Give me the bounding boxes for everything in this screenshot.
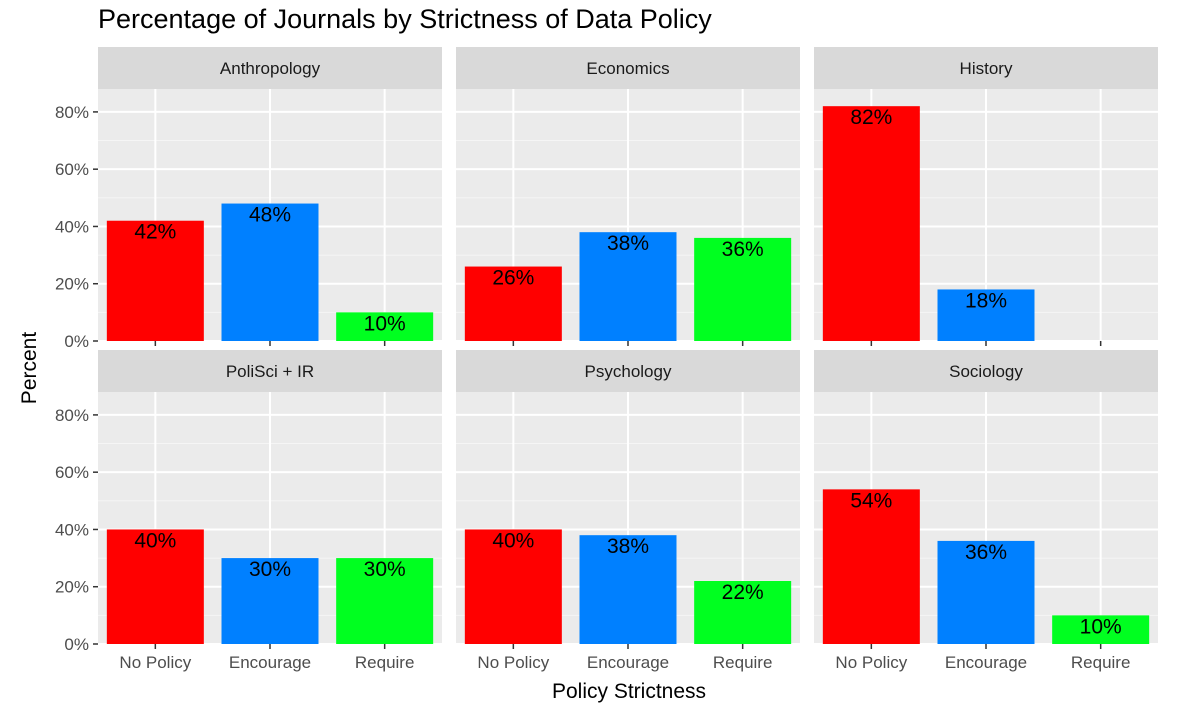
facet-strip bbox=[456, 47, 800, 89]
facet-strip-label: Anthropology bbox=[220, 59, 321, 78]
bar-anthropology-require bbox=[336, 312, 434, 341]
data-label-polisci-ir-require: 30% bbox=[364, 558, 406, 581]
data-label-history-encourage: 18% bbox=[965, 289, 1007, 312]
data-label-anthropology-no-policy: 42% bbox=[134, 221, 176, 244]
facet-anthropology: Anthropology 42% 48% 10% bbox=[98, 47, 442, 342]
y-tick-label: 60% bbox=[55, 160, 89, 179]
x-tick-label-no-policy: No Policy bbox=[119, 653, 191, 672]
bar-psychology-require bbox=[694, 581, 792, 644]
x-axis-title: Policy Strictness bbox=[552, 680, 706, 703]
y-axis-title: Percent bbox=[18, 332, 41, 405]
facet-strip bbox=[814, 350, 1158, 392]
data-label-anthropology-encourage: 48% bbox=[249, 204, 291, 227]
x-tick-label-encourage: Encourage bbox=[587, 653, 669, 672]
bar-history-encourage bbox=[937, 289, 1035, 341]
data-label-economics-require: 36% bbox=[722, 238, 764, 261]
facet-panels: Anthropology 42% 48% 10% Economics 26% 38% 36% H… bbox=[98, 47, 1158, 645]
y-tick-label: 0% bbox=[64, 635, 89, 654]
bar-sociology-encourage bbox=[937, 540, 1035, 644]
bar-polisci-ir-require bbox=[336, 558, 434, 644]
facet-sociology: Sociology 54% 36% 10% bbox=[814, 350, 1158, 645]
bar-sociology-require bbox=[1052, 615, 1150, 644]
data-label-polisci-ir-encourage: 30% bbox=[249, 558, 291, 581]
data-label-economics-no-policy: 26% bbox=[492, 267, 534, 290]
bar-economics-require bbox=[694, 237, 792, 341]
bar-economics-encourage bbox=[579, 232, 677, 341]
y-axis-ticks: 0% 20% 40% 60% 80% 0% 20% 40% 60% 80% bbox=[55, 103, 98, 654]
bar-history-no-policy bbox=[822, 106, 920, 341]
x-tick-label-no-policy: No Policy bbox=[477, 653, 549, 672]
data-label-sociology-encourage: 36% bbox=[965, 541, 1007, 564]
data-label-anthropology-require: 10% bbox=[364, 312, 406, 335]
bar-psychology-encourage bbox=[579, 535, 677, 644]
facet-polisci-ir: PoliSci + IR 40% 30% 30% bbox=[98, 350, 442, 645]
y-tick-label: 40% bbox=[55, 217, 89, 236]
y-tick-label: 60% bbox=[55, 463, 89, 482]
facet-strip bbox=[456, 350, 800, 392]
bar-anthropology-no-policy bbox=[106, 220, 204, 341]
y-tick-label: 0% bbox=[64, 332, 89, 351]
facet-strip bbox=[814, 47, 1158, 89]
y-tick-label: 80% bbox=[55, 406, 89, 425]
facet-strip bbox=[98, 47, 442, 89]
chart-title: Percentage of Journals by Strictness of … bbox=[98, 4, 712, 34]
data-label-economics-encourage: 38% bbox=[607, 232, 649, 255]
facet-psychology: Psychology 40% 38% 22% bbox=[456, 350, 800, 645]
facet-strip-label: Psychology bbox=[585, 362, 672, 381]
x-tick-label-encourage: Encourage bbox=[229, 653, 311, 672]
bar-anthropology-encourage bbox=[221, 203, 319, 341]
y-tick-label: 20% bbox=[55, 275, 89, 294]
data-label-sociology-no-policy: 54% bbox=[850, 489, 892, 512]
y-tick-label: 20% bbox=[55, 578, 89, 597]
facet-strip bbox=[98, 350, 442, 392]
facet-strip-label: PoliSci + IR bbox=[226, 362, 314, 381]
facet-strip-label: Sociology bbox=[949, 362, 1023, 381]
x-axis-ticks: No Policy Encourage Require No Policy Encour… bbox=[119, 341, 1130, 672]
bar-psychology-no-policy bbox=[464, 529, 562, 644]
facet-strip-label: Economics bbox=[586, 59, 669, 78]
x-tick-label-encourage: Encourage bbox=[945, 653, 1027, 672]
x-tick-label-no-policy: No Policy bbox=[835, 653, 907, 672]
x-tick-label-require: Require bbox=[355, 653, 415, 672]
data-label-psychology-require: 22% bbox=[722, 581, 764, 604]
facet-strip-label: History bbox=[960, 59, 1013, 78]
data-label-history-no-policy: 82% bbox=[850, 106, 892, 129]
facet-economics: Economics 26% 38% 36% bbox=[456, 47, 800, 342]
bar-polisci-ir-no-policy bbox=[106, 529, 204, 644]
data-label-polisci-ir-no-policy: 40% bbox=[134, 529, 176, 552]
data-label-psychology-no-policy: 40% bbox=[492, 529, 534, 552]
data-label-psychology-encourage: 38% bbox=[607, 535, 649, 558]
bar-economics-no-policy bbox=[464, 266, 562, 341]
bar-sociology-no-policy bbox=[822, 489, 920, 644]
x-tick-label-require: Require bbox=[1071, 653, 1131, 672]
bar-polisci-ir-encourage bbox=[221, 558, 319, 644]
x-tick-label-require: Require bbox=[713, 653, 773, 672]
y-tick-label: 40% bbox=[55, 520, 89, 539]
y-tick-label: 80% bbox=[55, 103, 89, 122]
data-label-sociology-require: 10% bbox=[1080, 615, 1122, 638]
facet-history: History 82% 18% bbox=[814, 47, 1158, 342]
